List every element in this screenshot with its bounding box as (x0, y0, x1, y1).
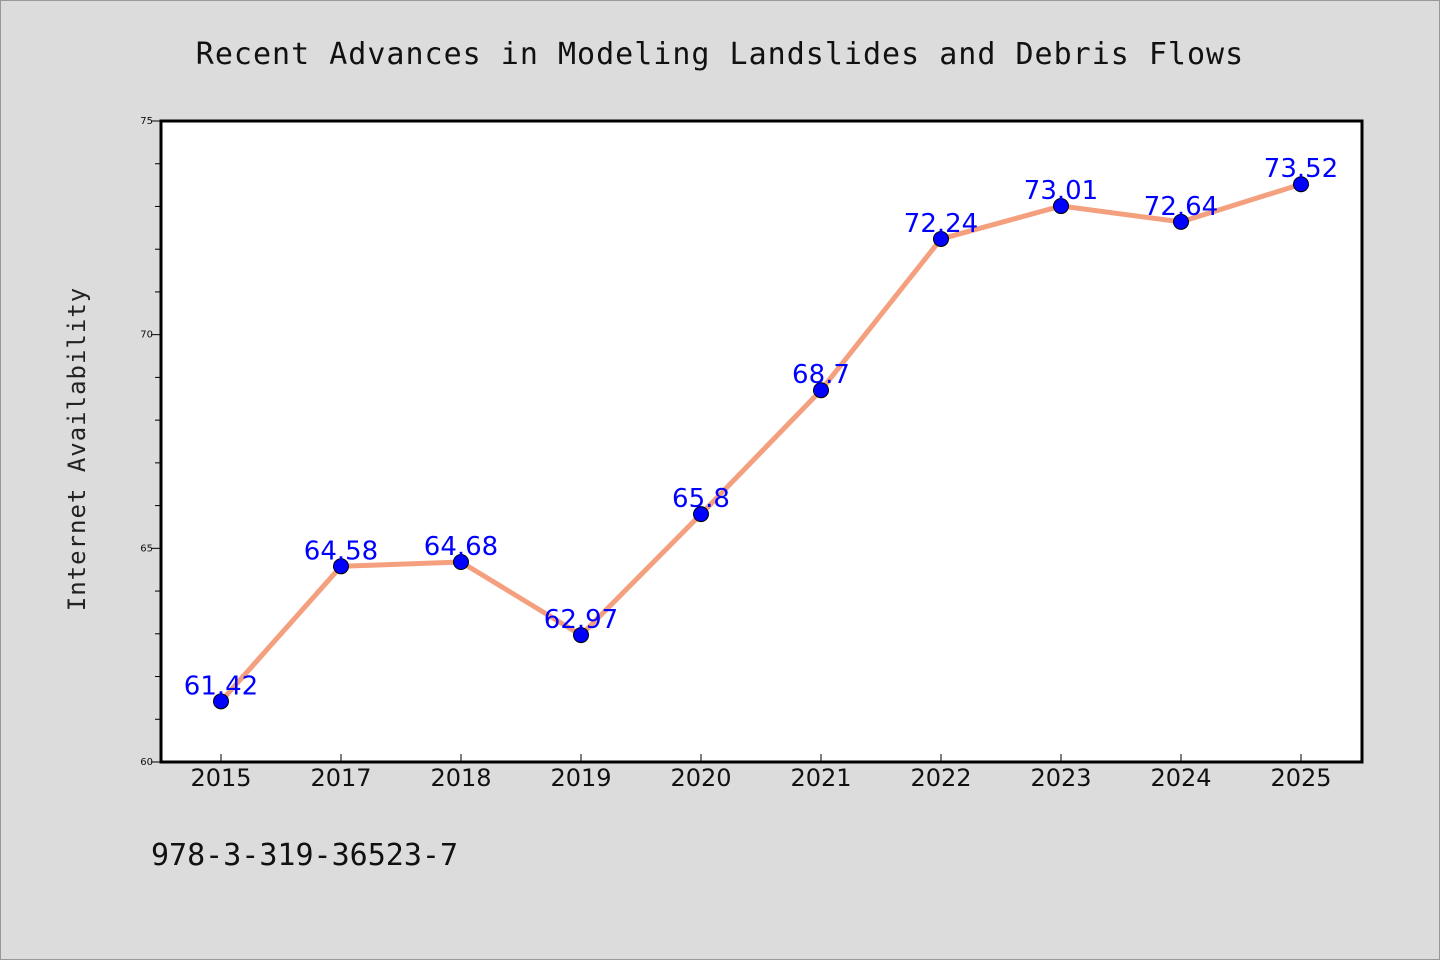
x-tick-label: 2025 (1270, 764, 1331, 792)
chart-title: Recent Advances in Modeling Landslides a… (196, 37, 1244, 72)
x-tick-label: 2024 (1150, 764, 1211, 792)
data-label: 65.8 (672, 484, 730, 514)
data-point (693, 506, 709, 523)
y-tick-label: 60 (140, 757, 153, 768)
data-point (933, 230, 949, 247)
data-label: 64.58 (304, 536, 378, 566)
data-label: 64.68 (424, 532, 498, 562)
series-line (218, 181, 1304, 704)
x-tick-label: 2021 (790, 764, 851, 792)
isbn-footer: 978-3-319-36523-7 (151, 838, 458, 873)
y-tick-label: 75 (140, 116, 153, 127)
x-axis-ticks: 2015 2017 2018 2019 2020 2021 2022 2023 2024 2025 (190, 754, 1332, 792)
x-tick-label: 2019 (550, 764, 611, 792)
y-axis-ticks: 60 65 70 75 (140, 116, 161, 768)
series-markers (213, 176, 1309, 710)
plot-area (159, 119, 1364, 764)
x-tick-label: 2015 (190, 764, 251, 792)
data-point (813, 382, 829, 399)
data-label: 73.01 (1024, 176, 1098, 206)
data-label: 73.52 (1264, 154, 1338, 184)
data-point (1053, 198, 1069, 215)
x-tick-label: 2022 (910, 764, 971, 792)
data-label: 72.24 (904, 209, 978, 239)
data-label: 62.97 (544, 605, 618, 635)
data-point (213, 693, 229, 710)
data-point (333, 558, 349, 575)
data-point (1173, 213, 1189, 230)
x-tick-label: 2017 (310, 764, 371, 792)
data-label: 68.7 (792, 360, 850, 390)
y-tick-label: 65 (140, 543, 153, 554)
series-line-group (218, 181, 1304, 704)
x-tick-label: 2018 (430, 764, 491, 792)
data-label: 61.42 (184, 671, 258, 701)
y-axis-minor-ticks (155, 163, 161, 720)
data-label: 72.64 (1144, 192, 1218, 222)
x-tick-label: 2023 (1030, 764, 1091, 792)
y-tick-label: 70 (140, 330, 153, 341)
y-axis-label: Internet Availability (63, 287, 91, 611)
x-tick-label: 2020 (670, 764, 731, 792)
data-point (1293, 176, 1309, 193)
data-labels: 61.42 64.58 64.68 62.97 65.8 68.7 72.24 73.01 72… (184, 154, 1338, 701)
data-point (453, 554, 469, 571)
data-point (573, 627, 589, 644)
